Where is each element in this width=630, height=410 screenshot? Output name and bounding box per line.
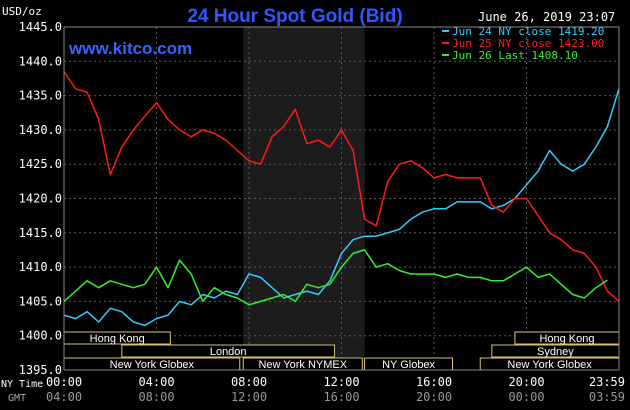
x-tick-label-gmt: 12:00 xyxy=(231,390,267,404)
y-axis-label: USD/oz xyxy=(2,5,42,18)
x-tick-label-ny: 12:00 xyxy=(323,375,359,389)
session-label: Sydney xyxy=(537,346,574,358)
y-tick-label: 1400.0 xyxy=(19,329,62,343)
y-tick-label: 1445.0 xyxy=(19,20,62,34)
x-tick-label-gmt: 04:00 xyxy=(46,390,82,404)
x-tick-label-ny: 00:00 xyxy=(46,375,82,389)
series-line xyxy=(63,249,608,306)
y-tick-label: 1395.0 xyxy=(19,363,62,377)
y-tick-label: 1410.0 xyxy=(19,260,62,274)
y-tick-label: 1435.0 xyxy=(19,89,62,103)
session-label: New York Globex xyxy=(507,359,592,371)
y-tick-label: 1415.0 xyxy=(19,226,62,240)
series-line xyxy=(63,71,620,302)
chart-title: 24 Hour Spot Gold (Bid) xyxy=(187,6,402,27)
watermark: www.kitco.com xyxy=(68,39,192,58)
y-tick-label: 1405.0 xyxy=(19,294,62,308)
y-tick-label: 1430.0 xyxy=(19,123,62,137)
x-tick-label-gmt: 00:00 xyxy=(508,390,544,404)
legend-entry: Jun 26 Last 1408.10 xyxy=(452,49,578,62)
timestamp: June 26, 2019 23:07 xyxy=(478,10,615,24)
y-tick-labels: 1445.0 1440.0 1435.0 1430.0 1425.0 1420.0 1415… xyxy=(19,20,62,377)
session-label: London xyxy=(210,346,247,358)
x-tick-label-ny: 04:00 xyxy=(138,375,174,389)
legend-entry: Jun 24 NY close 1419.20 xyxy=(452,25,604,38)
session-label: Hong Kong xyxy=(90,333,145,345)
y-tick-label: 1425.0 xyxy=(19,157,62,171)
x-tick-label-ny: 08:00 xyxy=(231,375,267,389)
x-tick-labels: 00:0004:0004:0008:0008:0012:0012:0016:00… xyxy=(46,375,625,404)
x-axis-label-gmt: GMT xyxy=(8,393,26,404)
x-tick-label-ny: 23:59 xyxy=(589,375,625,389)
price-series xyxy=(63,71,620,327)
x-tick-label-ny: 16:00 xyxy=(416,375,452,389)
x-tick-label-gmt: 20:00 xyxy=(416,390,452,404)
session-label: Hong Kong xyxy=(539,333,594,345)
x-tick-label-ny: 20:00 xyxy=(508,375,544,389)
nymex-shaded-region xyxy=(243,27,365,370)
legend-entry: Jun 25 NY close 1423.00 xyxy=(452,37,604,50)
x-tick-label-gmt: 08:00 xyxy=(138,390,174,404)
y-tick-label: 1440.0 xyxy=(19,54,62,68)
y-tick-label: 1420.0 xyxy=(19,192,62,206)
plot-frame xyxy=(63,26,620,371)
market-sessions: Hong Kong London New York Globex New York N… xyxy=(63,331,620,371)
x-tick-label-gmt: 03:59 xyxy=(589,390,625,404)
session-box xyxy=(121,344,336,358)
session-label: New York Globex xyxy=(110,359,195,371)
series-line xyxy=(63,88,620,327)
session-label: New York NYMEX xyxy=(258,359,347,371)
x-tick-label-gmt: 16:00 xyxy=(323,390,359,404)
x-axis-label-ny: NY Time xyxy=(1,379,43,390)
session-label: NY Globex xyxy=(382,359,435,371)
